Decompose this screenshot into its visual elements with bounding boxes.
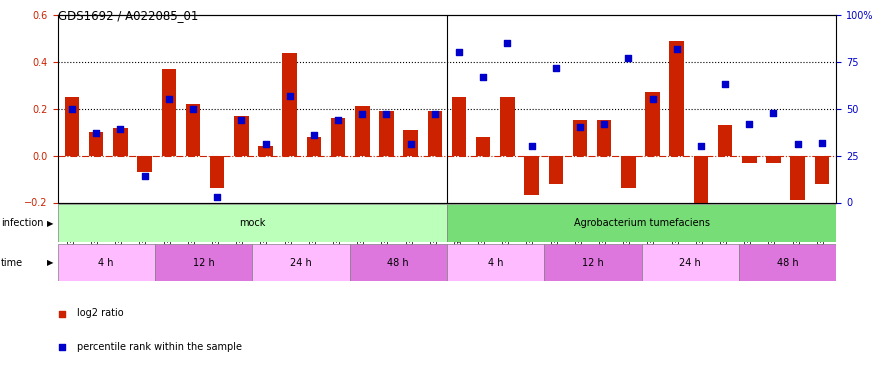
Bar <box>500 97 515 156</box>
Point <box>621 55 635 61</box>
Bar <box>524 156 539 195</box>
Text: ▶: ▶ <box>47 258 53 267</box>
Bar <box>742 156 757 163</box>
Bar <box>544 244 642 281</box>
Bar <box>476 137 490 156</box>
Bar <box>814 156 829 184</box>
Point <box>476 74 490 80</box>
Bar <box>766 156 781 163</box>
Bar <box>645 92 659 156</box>
Text: 4 h: 4 h <box>488 258 504 267</box>
Point <box>766 110 781 116</box>
Point <box>307 132 321 138</box>
Point <box>670 46 684 52</box>
Bar <box>235 116 249 156</box>
Point <box>162 96 176 102</box>
Point <box>355 111 369 117</box>
Text: 48 h: 48 h <box>777 258 798 267</box>
Text: 24 h: 24 h <box>290 258 312 267</box>
Point <box>597 121 612 127</box>
Bar <box>739 244 836 281</box>
Text: log2 ratio: log2 ratio <box>77 309 124 318</box>
Bar <box>596 120 612 156</box>
Point <box>258 141 273 147</box>
Bar <box>451 97 466 156</box>
Point <box>815 140 829 146</box>
Bar <box>186 104 200 156</box>
Text: GDS1692 / A022085_01: GDS1692 / A022085_01 <box>58 9 198 22</box>
Bar <box>155 244 252 281</box>
Bar <box>252 244 350 281</box>
Point <box>427 111 442 117</box>
Text: Agrobacterium tumefaciens: Agrobacterium tumefaciens <box>573 218 710 228</box>
Text: mock: mock <box>239 218 266 228</box>
Point <box>137 173 151 179</box>
Bar <box>549 156 563 184</box>
Bar <box>621 156 635 188</box>
Point <box>113 126 127 132</box>
Text: 24 h: 24 h <box>680 258 701 267</box>
Point <box>55 344 70 350</box>
Bar <box>282 53 297 156</box>
Bar <box>306 137 321 156</box>
Text: 12 h: 12 h <box>582 258 604 267</box>
Point <box>743 121 757 127</box>
Point <box>331 117 345 123</box>
Bar <box>379 111 394 156</box>
Point <box>65 106 79 112</box>
Bar <box>89 132 104 156</box>
Bar <box>162 69 176 156</box>
Point <box>235 117 249 123</box>
Point <box>210 194 224 200</box>
Point <box>645 96 659 102</box>
Point <box>694 143 708 149</box>
Bar <box>642 244 739 281</box>
Text: percentile rank within the sample: percentile rank within the sample <box>77 342 242 351</box>
Text: 4 h: 4 h <box>98 258 114 267</box>
Bar <box>718 125 732 156</box>
Bar <box>790 156 804 200</box>
Bar <box>58 244 155 281</box>
Point <box>525 143 539 149</box>
Text: 48 h: 48 h <box>388 258 409 267</box>
Bar <box>65 97 80 156</box>
Point <box>186 106 200 112</box>
Point <box>573 124 587 130</box>
Text: infection: infection <box>1 218 43 228</box>
Point <box>404 141 418 147</box>
Bar <box>355 106 370 156</box>
Bar <box>113 128 127 156</box>
Point <box>282 93 296 99</box>
Text: 12 h: 12 h <box>193 258 214 267</box>
Bar <box>350 244 447 281</box>
Bar <box>447 204 836 242</box>
Point <box>718 81 732 87</box>
Point <box>55 310 70 316</box>
Bar <box>210 156 225 188</box>
Bar <box>447 244 544 281</box>
Bar <box>427 111 442 156</box>
Point <box>452 50 466 55</box>
Bar <box>137 156 152 172</box>
Point <box>790 141 804 147</box>
Bar <box>58 204 447 242</box>
Bar <box>331 118 345 156</box>
Text: time: time <box>1 258 23 267</box>
Point <box>549 64 563 70</box>
Point <box>89 130 104 136</box>
Bar <box>404 130 418 156</box>
Point <box>500 40 514 46</box>
Text: ▶: ▶ <box>47 219 53 228</box>
Bar <box>694 156 708 219</box>
Bar <box>669 41 684 156</box>
Bar <box>573 120 588 156</box>
Point <box>380 111 394 117</box>
Bar <box>258 146 273 156</box>
